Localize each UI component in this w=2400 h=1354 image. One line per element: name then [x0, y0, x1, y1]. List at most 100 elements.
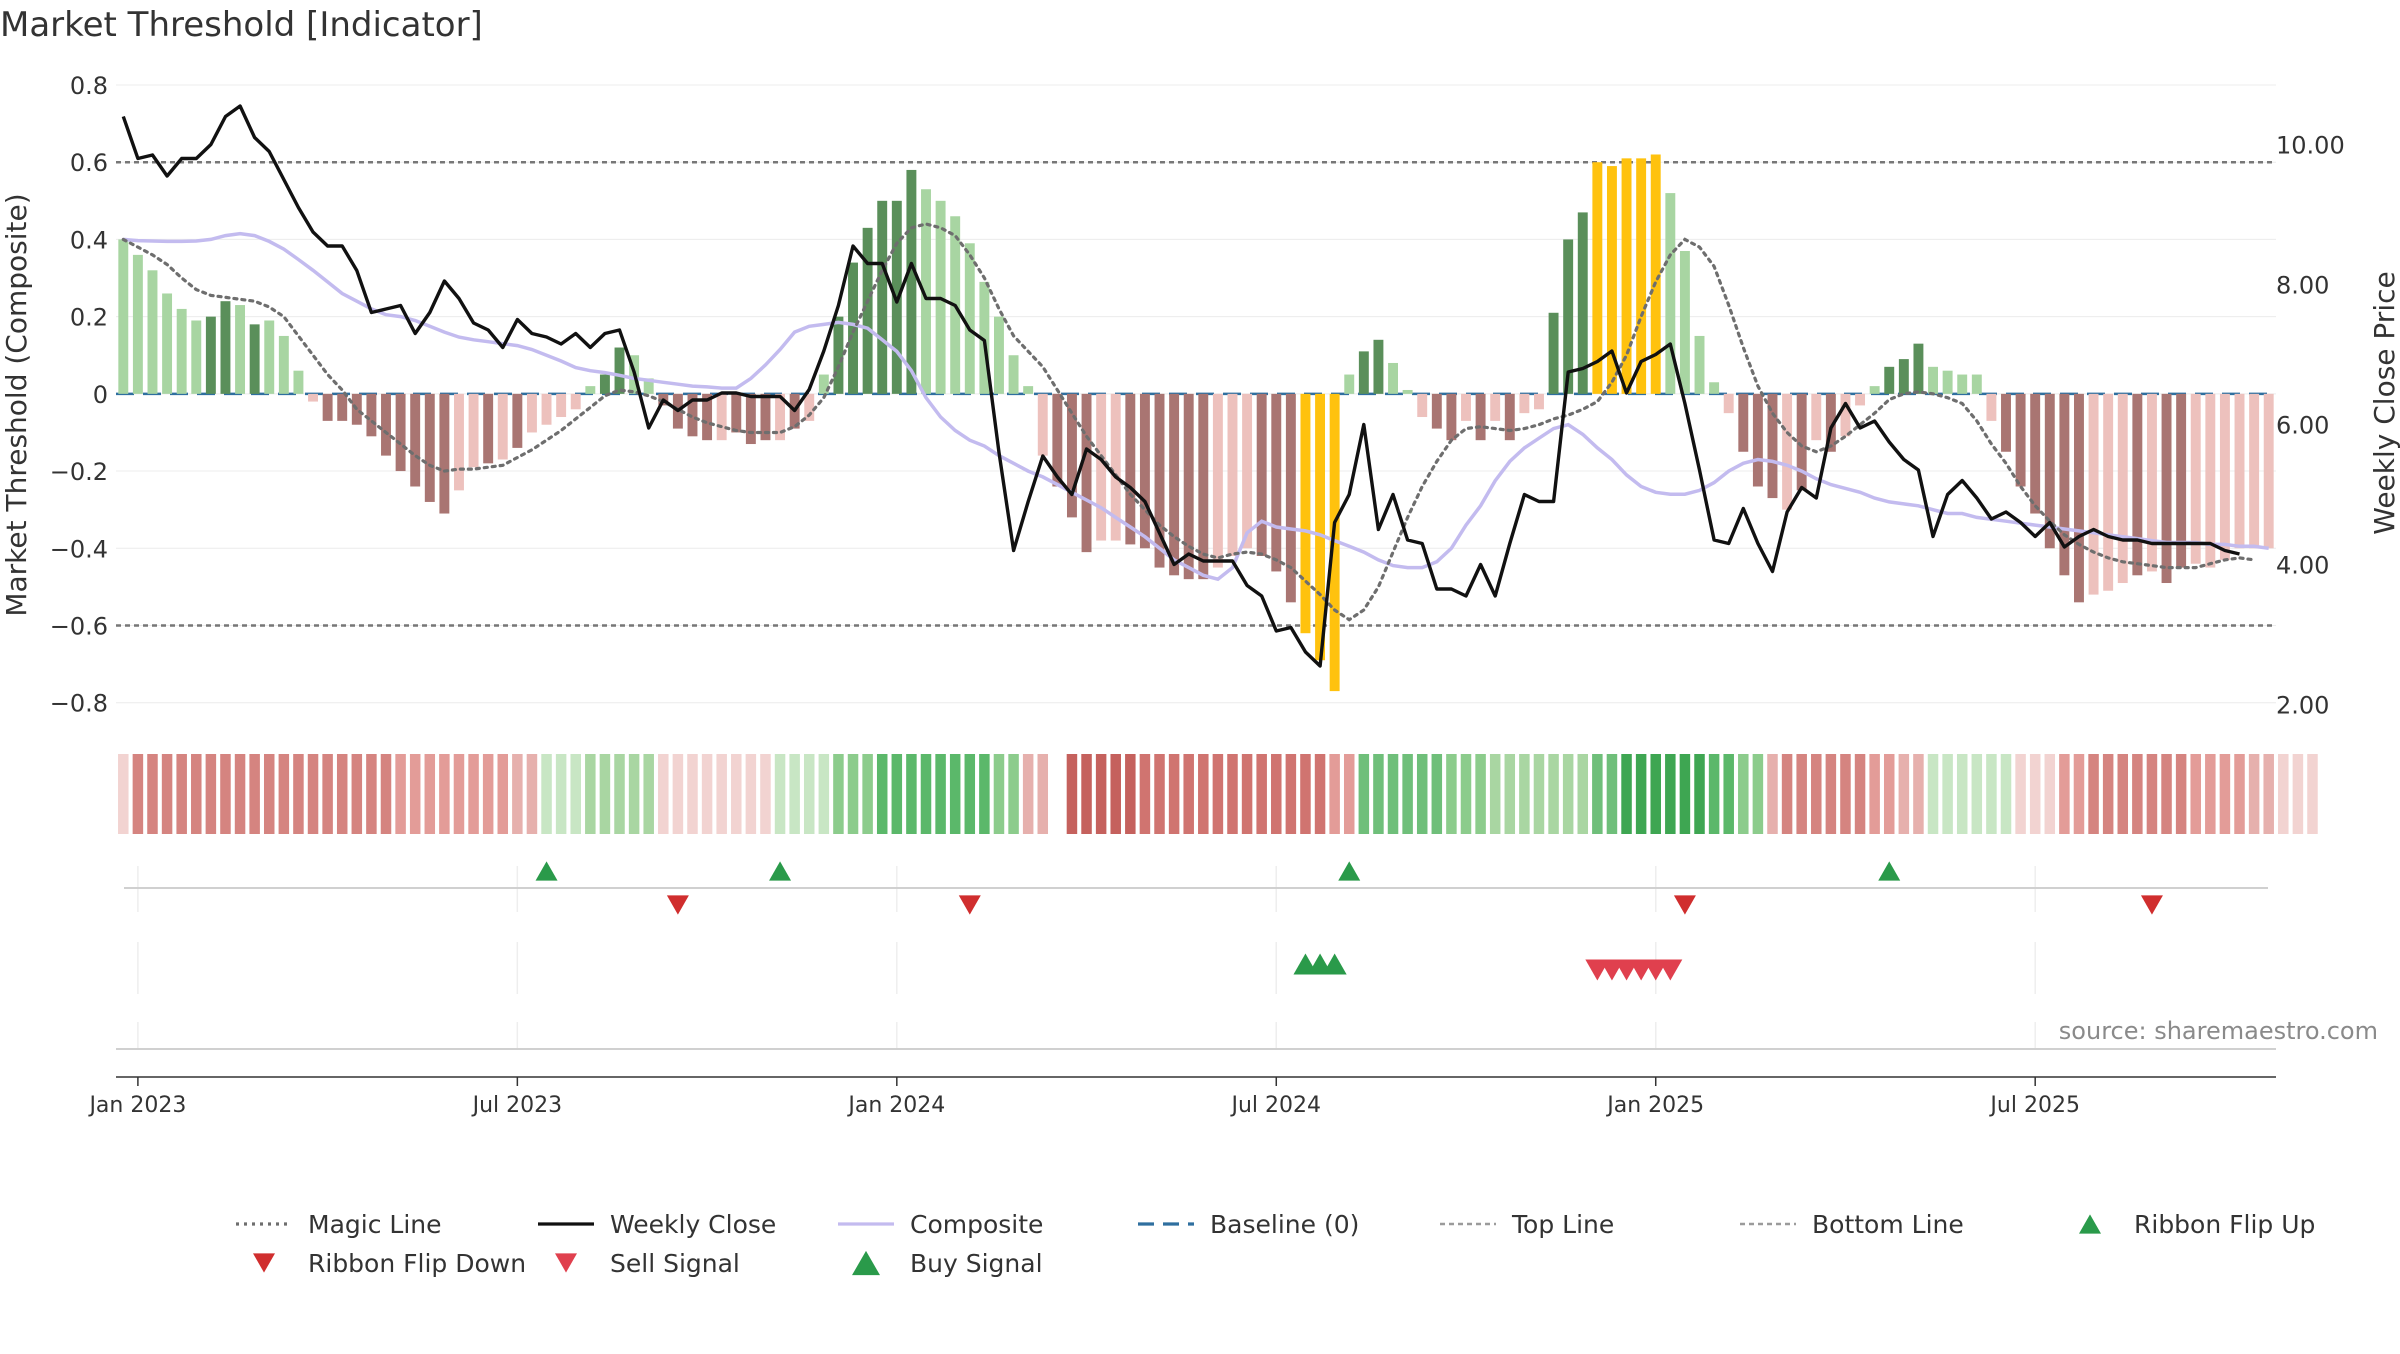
composite-bar [760, 393, 771, 441]
ribbon-cell [1227, 754, 1238, 834]
y-tick-label-right: 10.00 [2276, 132, 2345, 160]
composite-bar [1446, 393, 1457, 441]
composite-bar [1271, 393, 1282, 572]
legend-swatch-marker [2079, 1214, 2101, 1234]
ribbon-cell [2117, 754, 2129, 834]
composite-bar [979, 281, 990, 394]
series-lines [121, 104, 2269, 668]
x-tick-label: Jul 2025 [1988, 1093, 2080, 1118]
composite-bar [1285, 393, 1296, 603]
composite-bar [1957, 374, 1968, 394]
x-tick-label: Jan 2024 [846, 1093, 945, 1118]
ribbon-cell [482, 754, 494, 834]
ribbon-cell [1329, 754, 1340, 834]
ribbon-cell [512, 754, 523, 834]
composite-bar [1081, 393, 1092, 553]
composite-bar [1212, 393, 1223, 568]
ribbon-cell [1431, 754, 1443, 834]
composite-bar [1344, 374, 1355, 394]
ribbon-flip-down-marker [2140, 895, 2163, 915]
ribbon-cell [2278, 754, 2289, 834]
y-tick-label-right: 2.00 [2276, 692, 2329, 720]
ribbon-cell [2146, 754, 2158, 834]
composite-bar [1461, 393, 1471, 421]
ribbon-flip-down-marker [1673, 895, 1696, 915]
legend-item: Composite [838, 1210, 1043, 1239]
composite-bar [1475, 393, 1486, 441]
ribbon-cell [1271, 754, 1282, 834]
ribbon-cell [1139, 754, 1151, 834]
legend-swatch-marker [852, 1250, 880, 1276]
composite-bar [1855, 393, 1866, 406]
composite-bar [1358, 351, 1369, 394]
composite-bar [921, 189, 931, 394]
composite-bar [1694, 335, 1705, 394]
ribbon-cell [1694, 754, 1705, 834]
ribbon-cell [701, 754, 713, 834]
composite-bar [2234, 393, 2245, 549]
ribbon-cell [176, 754, 187, 834]
composite-bar [1242, 393, 1253, 549]
magic-line [121, 222, 2256, 622]
legend-label: Baseline (0) [1210, 1210, 1359, 1239]
composite-bar [1256, 393, 1267, 556]
composite-bar [1811, 393, 1822, 441]
ribbon-cell [351, 754, 363, 834]
composite-bar [322, 393, 333, 421]
ribbon-panel [118, 754, 2318, 834]
composite-bar [278, 335, 289, 394]
ribbon-cell [643, 754, 654, 834]
ribbon-cell [2292, 754, 2304, 834]
ribbon-cell [1986, 754, 1997, 834]
composite-bar [1679, 251, 1690, 394]
composite-bar [1431, 393, 1442, 429]
composite-bar [1738, 393, 1749, 452]
ribbon-cell [336, 754, 348, 834]
composite-bar [862, 227, 873, 394]
ribbon-cell [2073, 754, 2085, 834]
ribbon-cell [876, 754, 888, 834]
composite-bar [1169, 393, 1180, 576]
ribbon-cell [205, 754, 217, 834]
signal-panel [116, 942, 2276, 1050]
legend-label: Sell Signal [610, 1249, 740, 1278]
legend-label: Buy Signal [910, 1249, 1043, 1278]
ribbon-cell [1285, 754, 1297, 834]
ribbon-cell [658, 754, 669, 834]
ribbon-cell [687, 754, 698, 834]
ribbon-cell [745, 754, 757, 834]
legend-item: Bottom Line [1740, 1210, 1964, 1239]
ribbon-cell [468, 754, 479, 834]
axes: 0.8 0.6 0.4 0.2 0 −0.2 −0.4 −0.6 −0.8 10.00 8.00 6.… [0, 72, 2400, 720]
ribbon-cell [920, 754, 932, 834]
ribbon-cell [1402, 754, 1413, 834]
y-axis-title-left: Market Threshold (Composite) [0, 193, 33, 616]
composite-bar [264, 320, 275, 394]
composite-bar [541, 393, 552, 425]
ribbon-cell [1738, 754, 1749, 834]
composite-bar [1796, 393, 1807, 491]
ribbon-cell [614, 754, 625, 834]
composite-line [123, 231, 2269, 582]
composite-bar [147, 270, 158, 394]
composite-bar [337, 393, 348, 421]
composite-bar [599, 374, 610, 394]
ribbon-cell [497, 754, 509, 834]
composite-bar [1650, 154, 1661, 394]
ribbon-cell [774, 754, 786, 834]
ribbon-cell [1183, 754, 1194, 834]
ribbon-cell [2088, 754, 2099, 834]
composite-bar [1782, 393, 1793, 510]
ribbon-cell [1767, 754, 1778, 834]
ribbon-cell [1110, 754, 1121, 834]
ribbon-cell [293, 754, 304, 834]
ribbon-cell [1621, 754, 1632, 834]
sell-signal-marker [1658, 959, 1683, 981]
composite-bar [1563, 239, 1574, 394]
ribbon-flip-up-marker [769, 861, 792, 881]
composite-bar [512, 393, 523, 448]
ribbon-cell [1971, 754, 1983, 834]
legend-item: Buy Signal [852, 1249, 1043, 1278]
y-tick-label-right: 4.00 [2276, 552, 2329, 580]
composite-bar [1008, 355, 1019, 394]
